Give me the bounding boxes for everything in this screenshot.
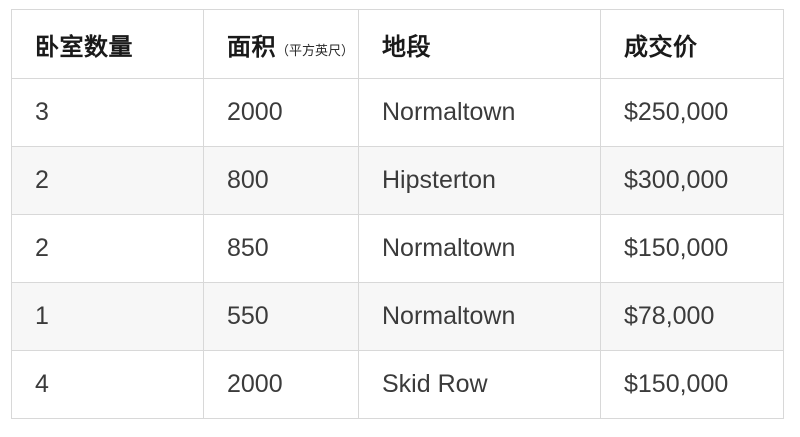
cell-price: $78,000 <box>600 282 784 351</box>
column-header-price: 成交价 <box>600 9 784 79</box>
cell-location: Hipsterton <box>358 146 601 215</box>
table-row: 3 2000 Normaltown $250,000 <box>11 78 784 147</box>
cell-area: 2000 <box>203 78 359 147</box>
cell-area: 2000 <box>203 350 359 419</box>
column-header-area: 面积（平方英尺） <box>203 9 359 79</box>
cell-bedrooms: 1 <box>11 282 204 351</box>
cell-area: 550 <box>203 282 359 351</box>
cell-price: $150,000 <box>600 350 784 419</box>
table-header: 卧室数量 面积（平方英尺） 地段 成交价 <box>11 9 784 79</box>
column-header-price-label: 成交价 <box>624 33 698 61</box>
cell-bedrooms: 2 <box>11 146 204 215</box>
cell-area: 800 <box>203 146 359 215</box>
cell-bedrooms: 4 <box>11 350 204 419</box>
cell-location: Normaltown <box>358 214 601 283</box>
cell-price: $300,000 <box>600 146 784 215</box>
column-header-area-unit: （平方英尺） <box>276 42 355 58</box>
table-row: 4 2000 Skid Row $150,000 <box>11 350 784 419</box>
cell-location: Skid Row <box>358 350 601 419</box>
table-body: 3 2000 Normaltown $250,000 2 800 Hipster… <box>11 78 784 419</box>
cell-bedrooms: 2 <box>11 214 204 283</box>
column-header-location: 地段 <box>358 9 601 79</box>
column-header-location-label: 地段 <box>382 33 431 61</box>
table-row: 2 800 Hipsterton $300,000 <box>11 146 784 215</box>
housing-price-table-container: 卧室数量 面积（平方英尺） 地段 成交价 3 2000 Normaltown $… <box>11 9 784 419</box>
column-header-bedrooms: 卧室数量 <box>11 9 204 79</box>
cell-area: 850 <box>203 214 359 283</box>
cell-price: $150,000 <box>600 214 784 283</box>
cell-location: Normaltown <box>358 78 601 147</box>
housing-price-table: 卧室数量 面积（平方英尺） 地段 成交价 3 2000 Normaltown $… <box>11 9 784 419</box>
column-header-bedrooms-label: 卧室数量 <box>35 33 133 61</box>
cell-bedrooms: 3 <box>11 78 204 147</box>
table-row: 1 550 Normaltown $78,000 <box>11 282 784 351</box>
cell-price: $250,000 <box>600 78 784 147</box>
column-header-area-label: 面积 <box>227 33 276 61</box>
table-row: 2 850 Normaltown $150,000 <box>11 214 784 283</box>
cell-location: Normaltown <box>358 282 601 351</box>
table-header-row: 卧室数量 面积（平方英尺） 地段 成交价 <box>11 9 784 79</box>
